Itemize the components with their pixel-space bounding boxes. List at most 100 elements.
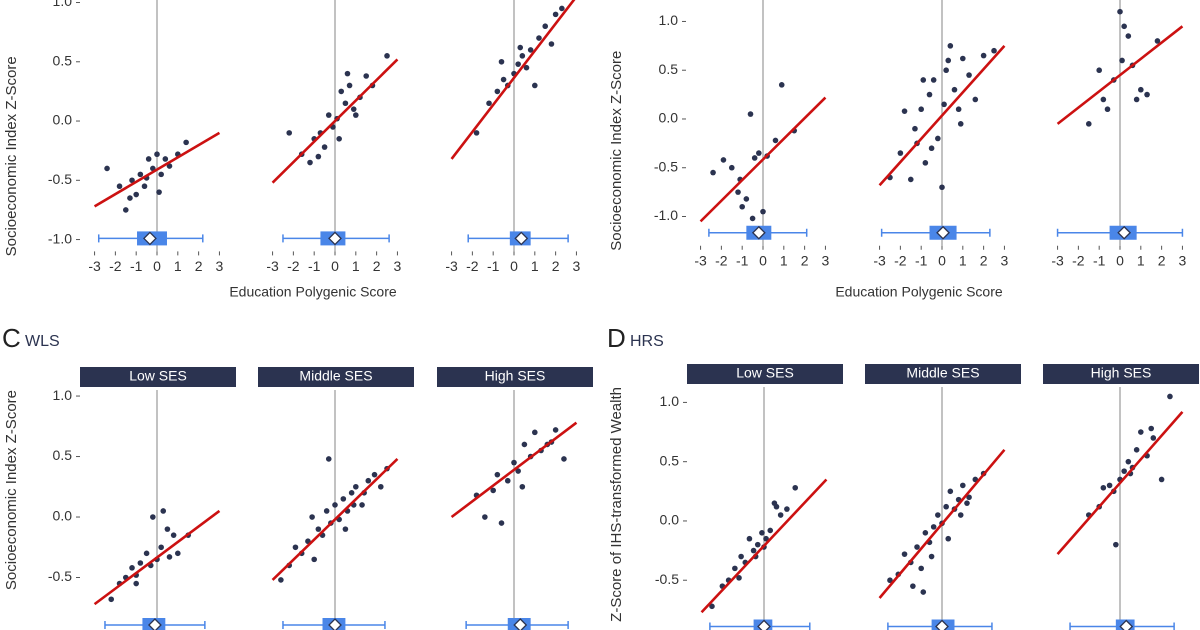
data-point [162,156,169,162]
facet: High SES [1043,364,1199,630]
data-point [1167,393,1173,400]
data-point [346,82,353,89]
data-point [912,125,918,132]
facet-strip [687,364,843,384]
data-point [935,512,941,518]
data-point [728,164,735,171]
data-point [767,527,774,534]
x-tick-label: 1 [174,258,182,274]
data-point [307,159,313,166]
data-point [1125,458,1132,465]
x-tick-label: -2 [287,258,300,274]
x-tick-label: 2 [195,258,203,274]
data-point [709,603,715,610]
data-point [1104,106,1111,113]
x-tick-label: -3 [266,258,279,274]
data-point [129,565,135,571]
data-point [901,108,908,114]
panel-letter: C [2,323,21,353]
facet: -3 -2 -1 0 1 2 3 [88,0,224,274]
data-point [353,483,359,490]
data-point [350,106,357,112]
data-point [1113,541,1119,548]
x-tick-label: 3 [1179,252,1187,268]
data-point [759,530,765,536]
facet: -3 -2 -1 0 1 2 3 [445,0,581,274]
data-point [756,150,762,156]
data-point [315,526,322,532]
data-point [1158,476,1165,483]
y-tick-label: -1.0 [48,230,72,246]
data-point [315,153,322,160]
data-point [738,553,744,560]
data-point [1100,96,1107,103]
x-tick-label: -1 [1093,252,1106,268]
data-point [778,82,785,88]
data-point [494,471,501,478]
data-point [966,494,972,501]
data-point [127,195,133,201]
data-point [943,67,949,74]
data-point [286,130,293,136]
y-tick-label: 1.0 [659,12,679,28]
mean-diamond [513,618,528,630]
x-tick-label: 0 [153,258,161,274]
data-point [945,57,952,64]
x-tick-label: 2 [552,258,560,274]
x-tick-label: 2 [980,252,988,268]
facet-strip [1043,364,1199,384]
data-point [754,541,761,548]
facet: -3 -2 -1 0 1 2 3 [694,0,830,268]
data-point [527,47,534,53]
x-tick-label: -1 [487,258,500,274]
data-point [482,514,488,520]
data-point [980,52,987,59]
data-point [1117,8,1123,15]
data-point [914,544,920,550]
data-point [519,53,526,59]
x-tick-label: -2 [109,258,122,274]
panel: Z-Score of IHS-transformed Wealth D HRS -0.… [607,323,1199,630]
data-point [348,490,355,496]
data-point [746,535,753,542]
data-point [922,530,929,536]
data-point [122,207,129,213]
fit-line [878,448,1006,599]
facet: -3 -2 -1 0 1 2 3 [266,0,402,274]
x-tick-label: -1 [736,252,749,268]
facet: Middle SES [865,364,1021,630]
y-tick-label: 1.0 [660,393,680,409]
panel: Socioeconomic Index Z-Score Education Pol… [608,0,1187,300]
facet-strip [80,367,236,387]
data-point [309,514,315,520]
data-point [498,58,505,65]
data-point [183,139,189,146]
data-point [732,565,738,572]
y-tick-label: 1.0 [53,387,73,403]
panel: Socioeconomic Index Z-Score Education Pol… [3,0,581,300]
mean-diamond [328,231,342,246]
data-point [1085,121,1092,127]
data-point [156,189,162,195]
data-point [930,77,937,83]
x-tick-label: 1 [531,258,539,274]
x-axis-title: Education Polygenic Score [229,284,397,300]
data-point [559,5,565,12]
data-point [363,73,370,79]
data-point [750,547,757,554]
data-point [947,488,954,495]
data-point [739,203,745,210]
y-tick-label: 0.5 [660,452,680,468]
data-point [991,47,997,54]
data-point [353,112,359,118]
data-point [784,506,790,512]
data-point [532,429,538,436]
fit-line [700,478,828,614]
fit-line [271,58,399,184]
data-point [907,176,914,183]
data-point [486,100,492,107]
data-point [143,550,150,557]
data-point [1138,429,1144,435]
panel: Socioeconomic Index Z-Score C WLS -0.5 0.0 0.… [2,323,593,630]
data-point [129,177,135,184]
